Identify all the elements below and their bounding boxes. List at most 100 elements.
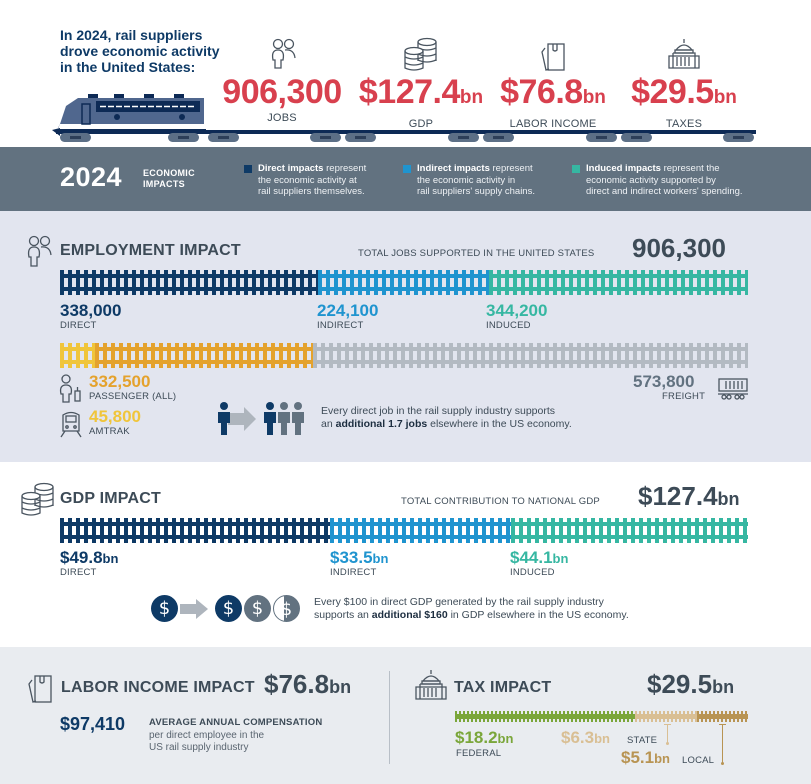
wheel-bogie [208, 133, 239, 142]
hero-section: In 2024, rail suppliers drove economic a… [0, 0, 811, 147]
unit: bn [713, 87, 737, 108]
desc-line: US rail supply industry [149, 742, 249, 753]
unit: bn [552, 551, 569, 566]
jobs-multiplier-note: Every direct job in the rail supply indu… [321, 405, 572, 431]
segment-local [697, 711, 748, 722]
economic-impacts-banner: 2024 ECONOMIC IMPACTS Direct impacts rep… [0, 147, 811, 211]
banner-subtitle-line: IMPACTS [143, 179, 185, 189]
capitol-icon [668, 39, 700, 69]
section-title: EMPLOYMENT IMPACT [60, 242, 241, 259]
total-label: TOTAL JOBS SUPPORTED IN THE UNITED STATE… [358, 248, 595, 259]
segment-indirect [318, 270, 489, 295]
local-value: $5.1bn [621, 748, 670, 768]
banner-year: 2024 [60, 162, 123, 192]
dollar-coin-icon: $ [215, 595, 242, 622]
note-bold: additional $160 [371, 609, 448, 621]
unit: bn [459, 87, 484, 108]
amtrak-label: AMTRAK [89, 426, 130, 437]
direct-value: 338,000 [60, 301, 122, 320]
note-bold: additional 1.7 jobs [335, 418, 428, 430]
unit: bn [497, 731, 514, 746]
local-label: LOCAL [682, 755, 715, 766]
avg-compensation-value: $97,410 [60, 714, 126, 734]
section-divider [389, 671, 390, 764]
total-number: $76.8 [264, 669, 330, 699]
taxes-label: TAXES [665, 118, 703, 130]
state-label: STATE [627, 735, 658, 746]
jobs-value: 906,300 [222, 73, 342, 111]
labor-tax-section: LABOR INCOME IMPACT $76.8bn $97,410 AVER… [0, 647, 811, 784]
avg-compensation-desc: per direct employee in the US rail suppl… [149, 730, 264, 754]
total-value: 906,300 [632, 233, 726, 263]
legend-induced: Induced impacts represent the economic a… [572, 163, 743, 198]
arrow-right-icon [180, 599, 208, 619]
unit: bn [654, 751, 670, 766]
jobs-label: JOBS [267, 112, 297, 124]
legend-bold: Indirect impacts [417, 163, 490, 174]
value-number: $5.1 [621, 748, 655, 767]
segment-induced [489, 270, 748, 295]
wheel-bogie [168, 133, 199, 142]
legend-direct: Direct impacts represent the economic ac… [244, 163, 367, 198]
note-line: Every $100 in direct GDP generated by th… [314, 596, 604, 608]
amtrak-value: 45,800 [89, 407, 141, 426]
direct-value: $49.8bn [60, 548, 118, 568]
section-title: TAX IMPACT [454, 679, 552, 696]
segment-passenger [95, 343, 313, 368]
gdp-track-chart [60, 518, 748, 543]
state-value: $6.3bn [561, 728, 610, 748]
capitol-icon [415, 670, 447, 700]
indirect-value: 224,100 [317, 301, 379, 320]
employment-impact-section: EMPLOYMENT IMPACT TOTAL JOBS SUPPORTED I… [0, 211, 811, 462]
wheel-bogie [586, 133, 617, 142]
segment-direct [60, 270, 318, 295]
people-icon [271, 38, 296, 69]
avg-compensation-title: AVERAGE ANNUAL COMPENSATION [149, 717, 323, 728]
segment-amtrak [60, 343, 95, 368]
legend-bold: Induced impacts [586, 163, 661, 174]
unit: bn [102, 551, 119, 566]
taxes-value: $29.5 [631, 73, 714, 111]
direct-label: DIRECT [60, 567, 97, 578]
coins-icon [21, 482, 54, 516]
federal-label: FEDERAL [456, 748, 502, 759]
passenger-icon [59, 374, 81, 403]
hero-stat-labor: $76.8bn LABOR INCOME [494, 74, 612, 130]
direct-swatch [244, 165, 252, 173]
legend-text: represent [323, 163, 367, 174]
gdp-multiplier-note: Every $100 in direct GDP generated by th… [314, 596, 629, 622]
note-text: in GDP elsewhere in the US economy. [447, 609, 629, 621]
federal-value: $18.2bn [455, 728, 513, 748]
passenger-value: 332,500 [89, 372, 151, 391]
note-line: Every direct job in the rail supply indu… [321, 405, 556, 417]
indirect-label: INDIRECT [330, 567, 377, 578]
total-number: $29.5 [647, 669, 713, 699]
dollar-coin-icon: $ [244, 595, 271, 622]
legend-text: rail suppliers' supply chains. [417, 186, 535, 197]
gdp-impact-section: GDP IMPACT TOTAL CONTRIBUTION TO NATIONA… [0, 462, 811, 647]
wheel-bogie [621, 133, 652, 142]
segment-state [635, 711, 697, 722]
labor-total-value: $76.8bn [264, 669, 351, 700]
segment-direct [60, 518, 330, 543]
total-label: TOTAL CONTRIBUTION TO NATIONAL GDP [401, 496, 600, 507]
legend-indirect: Indirect impacts represent the economic … [403, 163, 535, 198]
indirect-swatch [403, 165, 411, 173]
unit: bn [372, 551, 389, 566]
total-number: $127.4 [638, 481, 718, 511]
coins-icon [404, 37, 437, 71]
legend-text: economic activity supported by [586, 174, 716, 186]
section-title: GDP IMPACT [60, 490, 161, 507]
labor-value: $76.8 [500, 73, 583, 111]
legend-text: the economic activity at [258, 174, 357, 186]
segment-federal [455, 711, 635, 722]
local-leader [722, 724, 723, 763]
gdp-value: $127.4 [358, 73, 461, 111]
legend-text: represent the [660, 163, 720, 174]
note-text: elsewhere in the US economy. [427, 418, 572, 430]
value-number: $6.3 [561, 728, 595, 747]
induced-value: 344,200 [486, 301, 548, 320]
wheel-bogie [448, 133, 479, 142]
value-number: $33.5 [330, 548, 373, 567]
freight-label: FREIGHT [662, 391, 706, 402]
